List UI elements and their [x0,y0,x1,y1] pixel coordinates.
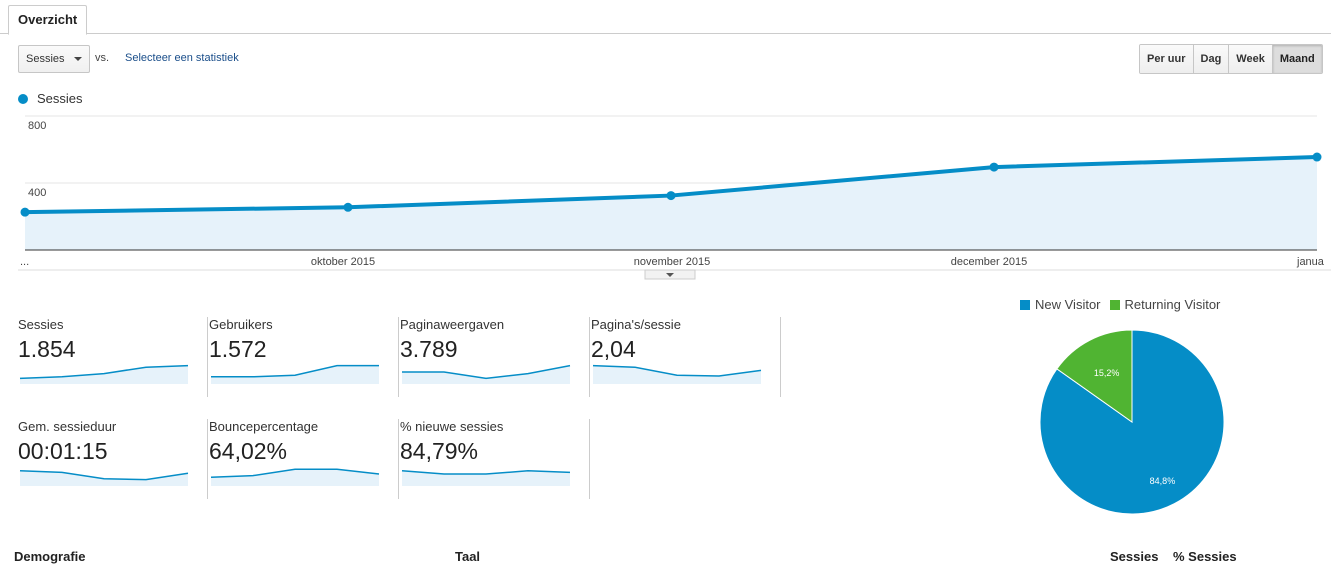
metric-value: 1.854 [18,336,76,362]
data-point[interactable] [1312,152,1322,162]
chart-legend-label: Sessies [37,91,83,106]
metric-value: 84,79% [400,438,479,464]
granularity-month-button[interactable]: Maand [1272,45,1322,73]
returning-visitor-swatch-icon [1109,299,1120,310]
vs-label: vs. [95,52,110,64]
y-tick-label: 400 [28,187,46,199]
pie-legend-returning-visitor: Returning Visitor [1109,297,1221,312]
metric-tile[interactable]: Pagina's/sessie 2,04 [591,317,781,397]
metric-tile[interactable]: % nieuwe sessies 84,79% [400,419,590,499]
metric-sparkline [211,364,379,384]
x-tick-label: ... [20,256,29,268]
granularity-day-button[interactable]: Dag [1193,45,1230,73]
x-tick-label: december 2015 [951,256,1027,268]
metric-sparkline [19,470,189,486]
chart-legend: Sessies [18,91,83,106]
chevron-down-icon [74,57,82,61]
taal-heading: Taal [455,549,481,564]
metric-value: 00:01:15 [18,438,108,464]
granularity-week-button[interactable]: Week [1229,45,1273,73]
metric-value: 3.789 [400,336,458,362]
metric-value: 64,02% [209,438,288,464]
pie-legend: New Visitor Returning Visitor [1020,297,1229,312]
x-tick-label: oktober 2015 [311,256,375,268]
pie-legend-label: New Visitor [1035,297,1101,312]
metric-value: 2,04 [591,336,636,362]
data-point[interactable] [989,162,999,172]
select-statistic-link[interactable]: Selecteer een statistiek [125,52,239,64]
tab-overzicht[interactable]: Overzicht [8,5,88,35]
metric-label: % nieuwe sessies [400,419,504,434]
x-tick-label: november 2015 [634,256,710,268]
granularity-toggle: Per uur Dag Week Maand [1139,44,1323,74]
sessions-line-chart: 400 800... oktober 2015 november 2015 decemb… [18,115,1331,280]
pct-sessies-column-header: % Sessies [1173,549,1237,564]
metric-value: 1.572 [209,336,267,362]
metric-tile[interactable]: Sessies 1.854 [18,317,208,397]
metric-label: Gebruikers [209,317,273,332]
metric-label: Gem. sessieduur [18,419,117,434]
series-dot-icon [18,93,28,104]
metric-tile[interactable]: Gebruikers 1.572 [209,317,399,397]
metric-sparkline [401,470,571,486]
pie-legend-label: Returning Visitor [1124,297,1221,312]
chevron-down-icon [666,273,674,277]
metric-label: Pagina's/sessie [591,317,681,332]
metric-select[interactable]: Sessies [18,45,90,73]
granularity-hour-button[interactable]: Per uur [1140,45,1194,73]
tab-bar: Overzicht [0,0,1331,35]
data-point[interactable] [666,191,676,201]
metric-tile[interactable]: Paginaweergaven 3.789 [400,317,590,397]
series-area [25,157,1317,250]
pie-slice-label: 15,2% [1094,368,1120,378]
new-visitor-swatch-icon [1020,299,1030,310]
x-tick-label: janua [1296,256,1325,268]
data-point[interactable] [20,207,30,217]
metric-sparkline [402,364,571,384]
metric-sparkline [210,468,380,486]
demografie-heading: Demografie [14,549,86,564]
metric-sparkline [592,364,762,384]
sessies-column-header: Sessies [1110,549,1159,564]
metric-select-value: Sessies [26,53,65,65]
y-tick-label: 800 [28,120,46,132]
metric-label: Sessies [18,317,64,332]
visitor-pie-chart: 84,8% 15,2% [1039,329,1225,515]
pie-slice[interactable] [1039,329,1225,515]
metric-tile[interactable]: Gem. sessieduur 00:01:15 [18,419,208,499]
pie-legend-new-visitor: New Visitor [1020,297,1101,312]
metric-label: Bouncepercentage [209,419,319,434]
metric-label: Paginaweergaven [400,317,505,332]
pie-slice-label: 84,8% [1150,476,1176,486]
metric-sparkline [19,364,189,384]
metric-tile[interactable]: Bouncepercentage 64,02% [209,419,399,499]
pie-slice[interactable] [1056,329,1133,423]
data-point[interactable] [343,202,353,212]
